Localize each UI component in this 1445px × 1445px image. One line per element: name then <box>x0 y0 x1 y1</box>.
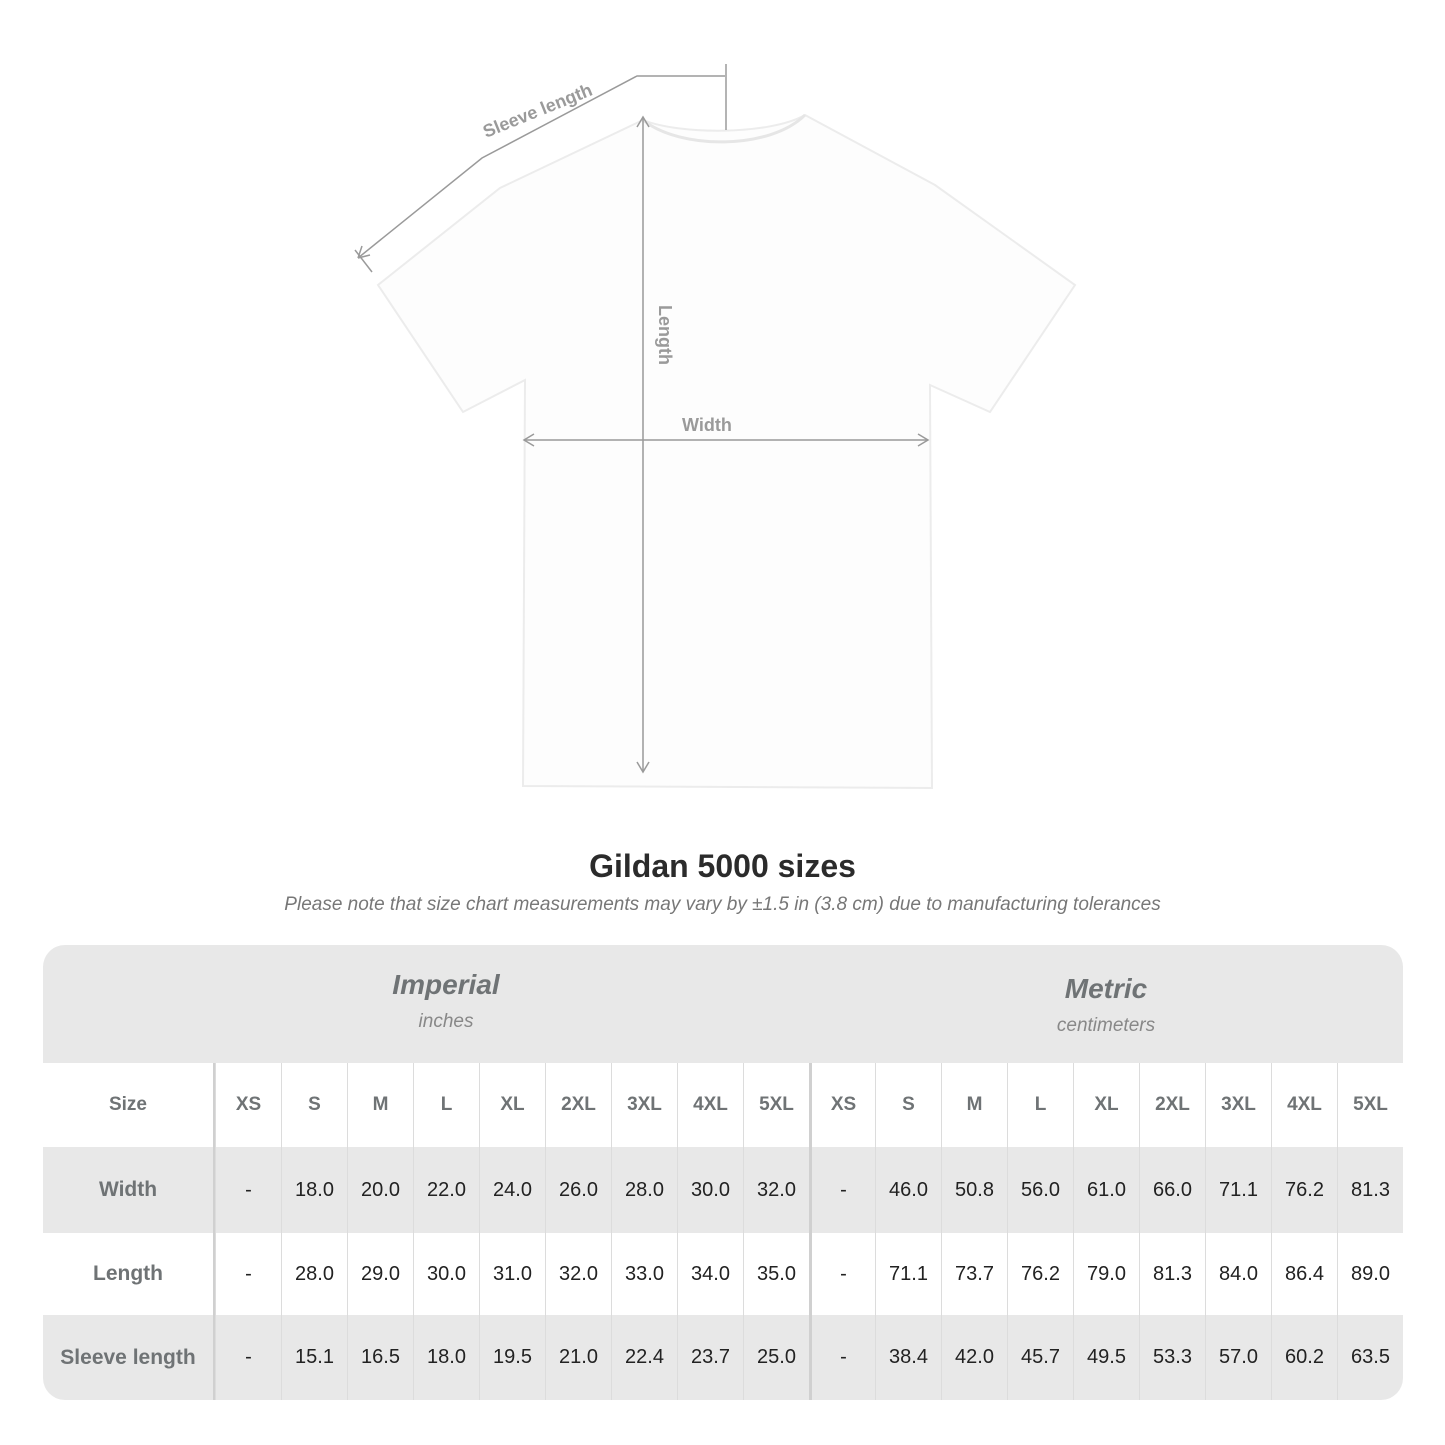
metric-size-header: L <box>1007 1063 1073 1147</box>
metric-size-header: 5XL <box>1337 1063 1403 1147</box>
table-row: Sleeve length -15.1 16.5 18.0 19.5 21.0 22.4 23… <box>43 1315 1403 1400</box>
metric-value-cell: 76.2 <box>1271 1147 1337 1233</box>
imperial-value-cell: - <box>215 1147 281 1233</box>
metric-value-cell: 66.0 <box>1139 1147 1205 1233</box>
metric-value-cell: 53.3 <box>1139 1315 1205 1400</box>
metric-size-header: 4XL <box>1271 1063 1337 1147</box>
tshirt-shape <box>376 113 1077 790</box>
metric-value-cell: 60.2 <box>1271 1315 1337 1400</box>
imperial-value-cell: 31.0 <box>479 1233 545 1315</box>
tshirt-diagram: Sleeve length Length Width <box>354 64 1077 790</box>
imperial-value-cell: 16.5 <box>347 1315 413 1400</box>
imperial-size-header: XS <box>215 1063 281 1147</box>
imperial-value-cell: 29.0 <box>347 1233 413 1315</box>
imperial-size-header: 4XL <box>677 1063 743 1147</box>
metric-value-cell: 81.3 <box>1337 1147 1403 1233</box>
imperial-size-header: S <box>281 1063 347 1147</box>
metric-size-header: XS <box>809 1063 875 1147</box>
collar <box>642 113 807 144</box>
metric-title: Metric <box>1064 973 1148 1004</box>
metric-unit: centimeters <box>1056 1015 1156 1036</box>
metric-value-cell: 46.0 <box>875 1147 941 1233</box>
metric-value-cell: 81.3 <box>1139 1233 1205 1315</box>
metric-value-cell: 56.0 <box>1007 1147 1073 1233</box>
metric-value-cell: 73.7 <box>941 1233 1007 1315</box>
metric-value-cell: 42.0 <box>941 1315 1007 1400</box>
metric-size-header: XL <box>1073 1063 1139 1147</box>
imperial-value-cell: 24.0 <box>479 1147 545 1233</box>
imperial-value-cell: 35.0 <box>743 1233 809 1315</box>
metric-value-cell: 79.0 <box>1073 1233 1139 1315</box>
length-label: Length <box>655 305 675 365</box>
imperial-value-cell: 18.0 <box>413 1315 479 1400</box>
imperial-value-cell: - <box>215 1233 281 1315</box>
metric-size-header: 3XL <box>1205 1063 1271 1147</box>
metric-value-cell: 71.1 <box>1205 1147 1271 1233</box>
imperial-value-cell: 25.0 <box>743 1315 809 1400</box>
imperial-value-cell: 26.0 <box>545 1147 611 1233</box>
unit-header-band <box>43 945 1403 1063</box>
table-row: Width -18.0 20.0 22.0 24.0 26.0 28.0 30.0 32.0-4… <box>43 1147 1403 1233</box>
imperial-value-cell: 34.0 <box>677 1233 743 1315</box>
imperial-value-cell: 28.0 <box>611 1147 677 1233</box>
imperial-value-cell: 32.0 <box>545 1233 611 1315</box>
width-label: Width <box>682 415 732 435</box>
tolerance-note: Please note that size chart measurements… <box>284 894 1161 915</box>
imperial-value-cell: 33.0 <box>611 1233 677 1315</box>
metric-value-cell: 71.1 <box>875 1233 941 1315</box>
imperial-value-cell: 30.0 <box>413 1233 479 1315</box>
imperial-unit: inches <box>418 1011 474 1032</box>
row-label: Length <box>43 1233 215 1315</box>
sleeve-length-label: Sleeve length <box>480 80 595 142</box>
imperial-value-cell: 19.5 <box>479 1315 545 1400</box>
imperial-value-cell: 18.0 <box>281 1147 347 1233</box>
metric-value-cell: 38.4 <box>875 1315 941 1400</box>
imperial-value-cell: 23.7 <box>677 1315 743 1400</box>
imperial-value-cell: 28.0 <box>281 1233 347 1315</box>
imperial-size-header: 5XL <box>743 1063 809 1147</box>
metric-header: Metric centimeters <box>809 973 1403 1037</box>
imperial-title: Imperial <box>392 969 500 1000</box>
metric-value-cell: 89.0 <box>1337 1233 1403 1315</box>
metric-size-header: S <box>875 1063 941 1147</box>
imperial-value-cell: - <box>215 1315 281 1400</box>
metric-value-cell: 61.0 <box>1073 1147 1139 1233</box>
table-row: Length -28.0 29.0 30.0 31.0 32.0 33.0 34.0 35.0-… <box>43 1233 1403 1315</box>
metric-value-cell: 50.8 <box>941 1147 1007 1233</box>
size-table: Imperial inches Metric centimeters Size X… <box>43 945 1403 1400</box>
imperial-size-header: XL <box>479 1063 545 1147</box>
imperial-value-cell: 21.0 <box>545 1315 611 1400</box>
page-title: Gildan 5000 sizes <box>589 848 856 884</box>
metric-value-cell: - <box>809 1147 875 1233</box>
metric-value-cell: 86.4 <box>1271 1233 1337 1315</box>
sleeve-length-line <box>357 75 725 259</box>
imperial-header: Imperial inches <box>215 969 677 1033</box>
metric-value-cell: - <box>809 1315 875 1400</box>
imperial-size-header: 3XL <box>611 1063 677 1147</box>
metric-value-cell: 84.0 <box>1205 1233 1271 1315</box>
imperial-value-cell: 22.4 <box>611 1315 677 1400</box>
metric-size-header: 2XL <box>1139 1063 1205 1147</box>
table-header-row: Size XS S M L XL 2XL 3XL 4XL 5XL XS S M L XL 2XL 3XL 4XL 5… <box>43 1063 1403 1147</box>
metric-value-cell: 49.5 <box>1073 1315 1139 1400</box>
imperial-size-header: M <box>347 1063 413 1147</box>
size-header-label: Size <box>43 1063 215 1147</box>
imperial-value-cell: 20.0 <box>347 1147 413 1233</box>
metric-value-cell: 57.0 <box>1205 1315 1271 1400</box>
imperial-value-cell: 30.0 <box>677 1147 743 1233</box>
imperial-value-cell: 32.0 <box>743 1147 809 1233</box>
metric-value-cell: 45.7 <box>1007 1315 1073 1400</box>
measure-lines <box>354 64 930 774</box>
metric-value-cell: 63.5 <box>1337 1315 1403 1400</box>
metric-value-cell: 76.2 <box>1007 1233 1073 1315</box>
imperial-size-header: L <box>413 1063 479 1147</box>
metric-value-cell: - <box>809 1233 875 1315</box>
imperial-value-cell: 22.0 <box>413 1147 479 1233</box>
row-label: Width <box>43 1147 215 1233</box>
row-label: Sleeve length <box>43 1315 215 1400</box>
imperial-size-header: 2XL <box>545 1063 611 1147</box>
metric-size-header: M <box>941 1063 1007 1147</box>
imperial-value-cell: 15.1 <box>281 1315 347 1400</box>
